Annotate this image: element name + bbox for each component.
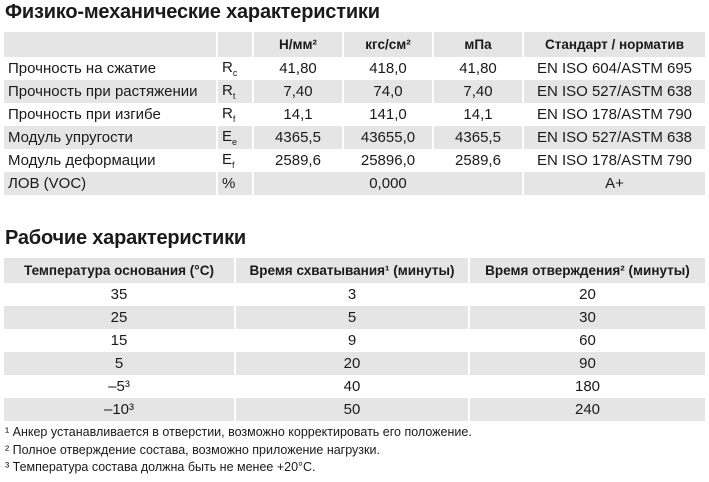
value-cell: EN ISO 527/ASTM 638 (524, 80, 705, 103)
value-cell: 60 (470, 329, 705, 352)
value-cell: 74,0 (344, 80, 432, 103)
value-cell: 20 (470, 283, 705, 306)
symbol-subscript: c (232, 68, 238, 78)
property-symbol: Rc (218, 57, 252, 80)
column-header: мПа (434, 32, 522, 57)
symbol: E (222, 151, 233, 168)
table-row: Прочность при изгибе Rf 14,1 141,0 14,1 EN IS… (4, 103, 705, 126)
value-cell: 40 (236, 375, 468, 398)
table-row: 25 5 30 (4, 306, 705, 329)
value-cell: 2589,6 (254, 149, 342, 172)
footnote-2: ² Полное отверждение состава, возможно п… (5, 443, 380, 457)
table-row: Прочность на сжатие Rc 41,80 418,0 41,80 EN I… (4, 57, 705, 80)
value-cell: 0,000 (254, 172, 522, 195)
value-cell: 9 (236, 329, 468, 352)
value-cell: –10³ (4, 398, 234, 421)
property-label: Прочность при растяжении (4, 80, 216, 103)
value-cell: 50 (236, 398, 468, 421)
value-cell: 25 (4, 306, 234, 329)
value-cell: 25896,0 (344, 149, 432, 172)
symbol: R (222, 59, 233, 76)
table-row-voc: ЛОВ (VOC)% 0,000 A+ (4, 172, 705, 195)
symbol: R (222, 105, 233, 122)
value-cell: 7,40 (254, 80, 342, 103)
header-row: Н/мм² кгс/см² мПа Стандарт / норматив (4, 32, 705, 57)
value-cell: 418,0 (344, 57, 432, 80)
column-header: Температура основания (°C) (4, 258, 234, 283)
symbol-subscript: f (232, 114, 236, 124)
value-cell: EN ISO 178/ASTM 790 (524, 103, 705, 126)
working-properties-table: Температура основания (°C) Время схватыва… (2, 258, 707, 421)
symbol-subscript: e (232, 137, 238, 147)
table-row: 5 20 90 (4, 352, 705, 375)
value-cell: 240 (470, 398, 705, 421)
property-label: Модуль деформации (4, 149, 216, 172)
section-title-physical: Физико-механические характеристики (5, 1, 380, 23)
footnote-1: ¹ Анкер устанавливается в отверстии, воз… (5, 425, 472, 439)
value-cell: 3 (236, 283, 468, 306)
column-header: кгс/см² (344, 32, 432, 57)
property-label: Прочность при изгибе (4, 103, 216, 126)
value-cell: –5³ (4, 375, 234, 398)
value-cell: 14,1 (254, 103, 342, 126)
table-row: Прочность при растяжении Rt 7,40 74,0 7,40 EN… (4, 80, 705, 103)
value-cell: 4365,5 (254, 126, 342, 149)
property-symbol: Rf (218, 103, 252, 126)
value-cell: 4365,5 (434, 126, 522, 149)
column-header (218, 32, 252, 57)
table-row: –5³ 40 180 (4, 375, 705, 398)
property-label: ЛОВ (VOC) (4, 172, 216, 195)
value-cell: 5 (4, 352, 234, 375)
property-symbol: Ef (218, 149, 252, 172)
value-cell: 2589,6 (434, 149, 522, 172)
value-cell: 90 (470, 352, 705, 375)
column-header: Н/мм² (254, 32, 342, 57)
value-cell: 141,0 (344, 103, 432, 126)
value-cell: 5 (236, 306, 468, 329)
property-label: Модуль упругости (4, 126, 216, 149)
property-label: Прочность на сжатие (4, 57, 216, 80)
value-cell: 180 (470, 375, 705, 398)
property-symbol: % (218, 172, 252, 195)
symbol-subscript: f (232, 160, 235, 170)
value-cell: 7,40 (434, 80, 522, 103)
table-row: –10³ 50 240 (4, 398, 705, 421)
value-cell: 15 (4, 329, 234, 352)
column-header: Стандарт / норматив (524, 32, 705, 57)
value-cell: 14,1 (434, 103, 522, 126)
value-cell: 41,80 (434, 57, 522, 80)
column-header (4, 32, 216, 57)
value-cell: 35 (4, 283, 234, 306)
table-row: Модуль деформации Ef 2589,6 25896,0 2589,6 EN… (4, 149, 705, 172)
header-row: Температура основания (°C) Время схватыва… (4, 258, 705, 283)
symbol: R (222, 82, 233, 99)
value-cell: A+ (524, 172, 705, 195)
value-cell: EN ISO 178/ASTM 790 (524, 149, 705, 172)
column-header: Время отверждения² (минуты) (470, 258, 705, 283)
value-cell: EN ISO 527/ASTM 638 (524, 126, 705, 149)
value-cell: EN ISO 604/ASTM 695 (524, 57, 705, 80)
property-symbol: Ee (218, 126, 252, 149)
physical-properties-table: Н/мм² кгс/см² мПа Стандарт / норматив Прочно… (2, 32, 707, 195)
value-cell: 43655,0 (344, 126, 432, 149)
value-cell: 20 (236, 352, 468, 375)
value-cell: 41,80 (254, 57, 342, 80)
column-header: Время схватывания¹ (минуты) (236, 258, 468, 283)
table-row: Модуль упругости Ee 4365,5 43655,0 4365,5 EN … (4, 126, 705, 149)
table-row: 15 9 60 (4, 329, 705, 352)
section-title-working: Рабочие характеристики (5, 227, 247, 249)
symbol: E (222, 128, 233, 145)
property-symbol: Rt (218, 80, 252, 103)
value-cell: 30 (470, 306, 705, 329)
footnote-3: ³ Температура состава должна быть не мен… (5, 460, 316, 474)
symbol-subscript: t (232, 91, 236, 101)
table-row: 35 3 20 (4, 283, 705, 306)
